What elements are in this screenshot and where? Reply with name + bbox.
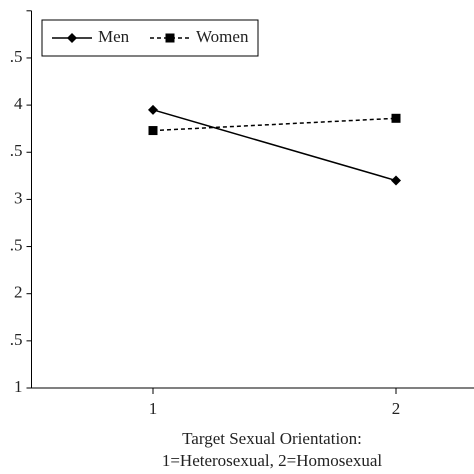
y-tick-label: 3: [14, 188, 23, 207]
x-axis-label: 1=Heterosexual, 2=Homosexual: [162, 451, 383, 470]
y-tick-label: .5: [10, 330, 23, 349]
marker: [391, 175, 401, 186]
marker: [148, 104, 158, 115]
y-tick-label: 2: [14, 283, 23, 302]
y-tick-label: 1: [14, 377, 23, 396]
legend-label: Women: [196, 27, 249, 46]
marker: [391, 113, 401, 123]
marker: [148, 126, 158, 136]
y-tick-label: .5: [10, 47, 23, 66]
x-tick-label: 1: [149, 399, 158, 418]
line: [152, 117, 397, 132]
x-axis-label: Target Sexual Orientation:: [182, 429, 362, 448]
x-tick-label: 2: [392, 399, 401, 418]
marker: [67, 33, 77, 43]
y-tick-label: 4: [14, 94, 23, 113]
marker: [165, 33, 175, 43]
y-tick-label: .5: [10, 141, 23, 160]
line: [152, 109, 397, 182]
y-tick-label: .5: [10, 235, 23, 254]
legend-label: Men: [98, 27, 130, 46]
